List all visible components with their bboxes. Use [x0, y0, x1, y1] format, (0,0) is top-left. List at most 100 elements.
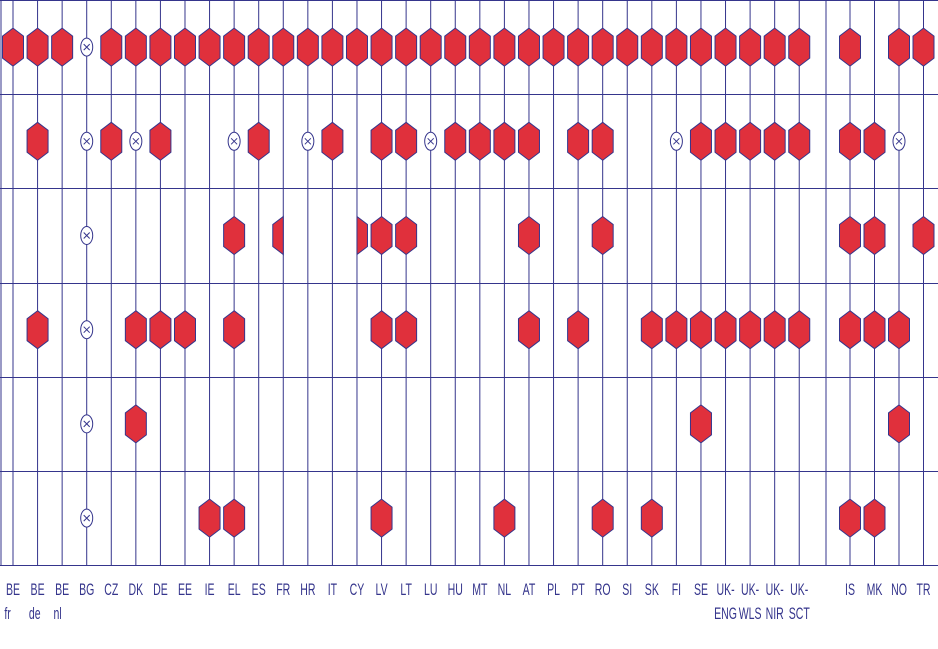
- mark: [395, 121, 418, 161]
- column-label-text: IT: [328, 580, 338, 599]
- mark: [591, 121, 614, 161]
- mark: [444, 27, 467, 67]
- mark: [356, 215, 368, 256]
- mark: [689, 121, 712, 161]
- column-label-text: NIR: [766, 604, 784, 623]
- column-label-text: IS: [845, 580, 855, 599]
- mark: [788, 310, 811, 350]
- mark: [863, 310, 886, 350]
- mark: [863, 121, 886, 161]
- mark: [395, 310, 418, 350]
- column-label-text: RO: [595, 580, 611, 599]
- column-label-text: BE: [31, 580, 45, 599]
- mark: [763, 27, 786, 67]
- mark: [149, 310, 172, 350]
- column-label: HU: [448, 580, 463, 599]
- mark: [863, 215, 886, 256]
- column-label: FI: [672, 580, 681, 599]
- mark: [370, 310, 393, 350]
- column-label-text: de: [29, 604, 41, 623]
- mark: [567, 121, 590, 161]
- column-label-text: nl: [53, 604, 61, 623]
- column-label-text: UK-: [741, 580, 759, 599]
- mark: [763, 121, 786, 161]
- column-label-text: EL: [228, 580, 241, 599]
- column-label-text: DK: [129, 580, 144, 599]
- column-label: IT: [328, 580, 338, 599]
- column-label-text: CZ: [104, 580, 118, 599]
- mark: [517, 27, 540, 67]
- mark: [739, 310, 762, 350]
- column-label: DK: [129, 580, 144, 599]
- mark: [444, 121, 467, 161]
- excluded-cross: [83, 137, 91, 145]
- mark: [839, 27, 861, 67]
- column-label-text: TR: [916, 580, 930, 599]
- excluded-cross: [427, 137, 435, 145]
- mark: [665, 310, 688, 350]
- column-label: NL: [498, 580, 512, 599]
- column-label: TR: [916, 580, 930, 599]
- mark: [888, 310, 910, 350]
- mark: [493, 498, 516, 538]
- mark: [321, 27, 344, 67]
- column-label-text: EE: [178, 580, 192, 599]
- column-label: fr: [4, 604, 11, 623]
- mark: [863, 498, 886, 538]
- mark: [100, 121, 123, 161]
- mark: [272, 215, 284, 256]
- excluded-cross: [83, 514, 91, 522]
- column-label-text: UK-: [790, 580, 808, 599]
- column-label: LV: [376, 580, 389, 599]
- excluded-cross: [132, 137, 140, 145]
- column-label: EE: [178, 580, 192, 599]
- column-label: SE: [694, 580, 708, 599]
- column-label: ES: [252, 580, 266, 599]
- mark: [567, 310, 590, 350]
- column-label-text: BE: [55, 580, 69, 599]
- column-label: RO: [595, 580, 611, 599]
- mark: [689, 310, 712, 350]
- mark: [763, 310, 786, 350]
- mark: [640, 27, 663, 67]
- column-label-text: ENG: [714, 604, 737, 623]
- mark: [839, 498, 861, 538]
- mark: [839, 310, 861, 350]
- column-label: NIR: [766, 604, 784, 623]
- column-label-text: UK-: [766, 580, 784, 599]
- column-label: HR: [300, 580, 315, 599]
- column-label-text: MK: [867, 580, 883, 599]
- column-label-text: FR: [276, 580, 290, 599]
- column-label: UK-: [790, 580, 808, 599]
- column-label: LT: [400, 580, 412, 599]
- mark: [839, 121, 861, 161]
- mark: [395, 215, 418, 256]
- mark: [665, 27, 688, 67]
- column-label: BE: [6, 580, 20, 599]
- column-label-text: SE: [694, 580, 708, 599]
- column-label: UK-: [741, 580, 759, 599]
- column-label: CY: [350, 580, 365, 599]
- column-label-text: DE: [153, 580, 168, 599]
- mark: [296, 27, 319, 67]
- column-label: IS: [845, 580, 855, 599]
- mark: [689, 27, 712, 67]
- mark: [2, 27, 24, 67]
- column-label-text: BE: [6, 580, 20, 599]
- column-label-text: AT: [523, 580, 536, 599]
- mark: [517, 310, 540, 350]
- mark: [198, 498, 221, 538]
- column-label: IE: [205, 580, 215, 599]
- column-label: LU: [424, 580, 437, 599]
- column-label-text: NL: [498, 580, 512, 599]
- mark: [51, 27, 74, 67]
- mark: [689, 404, 712, 444]
- column-label-text: BG: [79, 580, 94, 599]
- column-label-text: SCT: [789, 604, 810, 623]
- mark: [912, 27, 935, 67]
- column-label: CZ: [104, 580, 118, 599]
- column-label-text: MT: [472, 580, 487, 599]
- mark: [321, 121, 344, 161]
- mark: [591, 498, 614, 538]
- column-label-text: PL: [547, 580, 560, 599]
